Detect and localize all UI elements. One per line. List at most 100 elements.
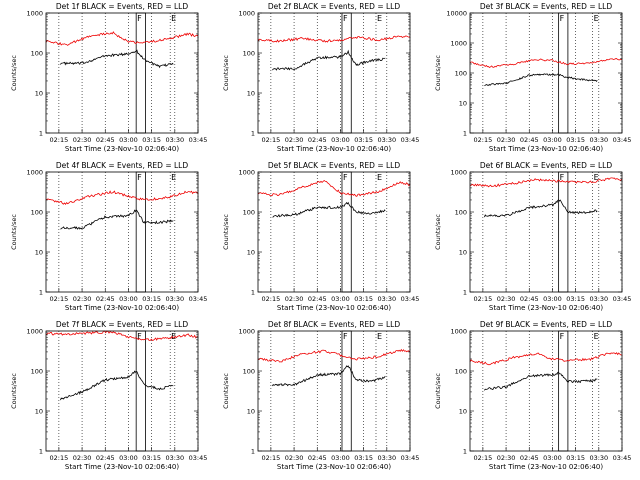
x-tick-label: 03:15 — [354, 454, 373, 462]
y-tick-label: 10000 — [446, 10, 467, 18]
x-tick-label: 03:00 — [331, 136, 350, 144]
y-tick-label: 10 — [35, 90, 43, 98]
x-tick-label: 03:45 — [401, 136, 420, 144]
x-tick-label: 03:00 — [543, 454, 562, 462]
x-tick-label: 03:45 — [189, 454, 208, 462]
x-tick-label: 03:15 — [142, 454, 161, 462]
x-tick-label: 02:45 — [520, 454, 539, 462]
y-tick-label: 10 — [459, 249, 467, 257]
y-tick-label: 1 — [39, 130, 43, 138]
y-tick-label: 10 — [247, 249, 255, 257]
events-series-line — [484, 199, 598, 218]
x-axis-label: Start Time (23-Nov-10 02:06:40) — [489, 463, 603, 471]
x-tick-label: 02:45 — [96, 136, 115, 144]
chart-title: Det 5f BLACK = Events, RED = LLD — [268, 161, 401, 170]
y-tick-label: 100 — [31, 50, 43, 58]
chart-panel: Det 2f BLACK = Events, RED = LLD F E 1 10 100… — [222, 2, 419, 153]
x-tick-label: 02:15 — [262, 295, 281, 303]
marker-label: F — [137, 14, 142, 23]
y-tick-label: 1 — [39, 289, 43, 297]
x-tick-label: 02:30 — [73, 136, 92, 144]
y-tick-label: 1000 — [238, 169, 255, 177]
y-tick-label: 1000 — [450, 328, 467, 336]
x-axis-label: Start Time (23-Nov-10 02:06:40) — [65, 463, 179, 471]
y-tick-label: 1000 — [238, 328, 255, 336]
chart-panel: Det 6f BLACK = Events, RED = LLD F E 1 10 100… — [434, 161, 631, 312]
x-tick-label: 03:30 — [589, 295, 608, 303]
lld-series-line — [469, 177, 623, 188]
x-tick-label: 02:30 — [497, 136, 516, 144]
flare-marker-box — [135, 171, 146, 293]
x-tick-label: 02:30 — [73, 454, 92, 462]
marker-label: F — [560, 173, 565, 182]
x-axis-label: Start Time (23-Nov-10 02:06:40) — [489, 304, 603, 312]
x-tick-label: 03:00 — [543, 295, 562, 303]
x-tick-label: 02:30 — [285, 295, 304, 303]
lld-series-line — [45, 31, 199, 46]
chart-panel: Det 9f BLACK = Events, RED = LLD F E 1 10 100… — [434, 320, 631, 471]
chart-panel: Det 8f BLACK = Events, RED = LLD F E 1 10 100… — [222, 320, 419, 471]
x-tick-label: 03:45 — [401, 295, 420, 303]
x-tick-label: 02:45 — [520, 295, 539, 303]
marker-label: F — [343, 173, 348, 182]
flare-marker-box — [341, 171, 352, 293]
y-axis-label: Counts/sec — [434, 55, 442, 91]
y-tick-label: 1 — [251, 448, 255, 456]
marker-label: E — [377, 173, 382, 182]
flare-marker-box — [135, 330, 146, 452]
marker-label: F — [137, 332, 142, 341]
y-tick-label: 1000 — [26, 10, 43, 18]
x-tick-label: 03:30 — [377, 136, 396, 144]
events-series-line — [60, 370, 174, 401]
x-tick-label: 03:00 — [119, 295, 138, 303]
y-tick-label: 100 — [455, 368, 467, 376]
events-series-line — [60, 209, 174, 230]
x-axis-label: Start Time (23-Nov-10 02:06:40) — [65, 304, 179, 312]
events-series-line — [484, 73, 598, 87]
chart-title: Det 3f BLACK = Events, RED = LLD — [480, 2, 613, 11]
x-tick-label: 03:00 — [119, 454, 138, 462]
x-tick-label: 03:45 — [401, 454, 420, 462]
x-axis-label: Start Time (23-Nov-10 02:06:40) — [277, 463, 391, 471]
events-series-line — [484, 371, 598, 391]
lld-series-line — [257, 179, 411, 197]
marker-label: F — [343, 332, 348, 341]
x-tick-label: 02:15 — [262, 454, 281, 462]
y-tick-label: 1 — [463, 289, 467, 297]
marker-label: E — [594, 332, 599, 341]
y-tick-label: 10 — [35, 408, 43, 416]
y-tick-label: 1000 — [450, 40, 467, 48]
flare-marker-box — [341, 330, 352, 452]
y-tick-label: 100 — [455, 209, 467, 217]
y-tick-label: 1000 — [450, 169, 467, 177]
y-axis-label: Counts/sec — [222, 373, 230, 409]
x-tick-label: 02:45 — [96, 454, 115, 462]
flare-marker-box — [558, 330, 569, 452]
x-axis-label: Start Time (23-Nov-10 02:06:40) — [65, 145, 179, 153]
lld-series-line — [45, 330, 199, 341]
y-tick-label: 100 — [31, 209, 43, 217]
x-tick-label: 02:45 — [308, 136, 327, 144]
x-tick-label: 02:30 — [285, 454, 304, 462]
plot-frame — [469, 12, 623, 134]
marker-label: F — [343, 14, 348, 23]
events-series-line — [272, 201, 386, 218]
x-tick-label: 02:45 — [308, 454, 327, 462]
x-tick-label: 03:45 — [613, 136, 632, 144]
y-tick-label: 10 — [35, 249, 43, 257]
lld-series-line — [45, 190, 199, 205]
y-axis-label: Counts/sec — [10, 373, 18, 409]
chart-panel: Det 4f BLACK = Events, RED = LLD F E 1 10 100… — [10, 161, 207, 312]
x-tick-label: 02:30 — [497, 295, 516, 303]
marker-label: E — [171, 173, 176, 182]
y-tick-label: 100 — [31, 368, 43, 376]
marker-label: E — [171, 14, 176, 23]
y-tick-label: 10 — [459, 100, 467, 108]
x-tick-label: 02:30 — [73, 295, 92, 303]
x-tick-label: 03:15 — [354, 295, 373, 303]
x-tick-label: 03:30 — [165, 136, 184, 144]
x-tick-label: 03:45 — [189, 295, 208, 303]
flare-marker-box — [341, 12, 352, 134]
x-tick-label: 03:45 — [613, 295, 632, 303]
x-tick-label: 02:15 — [50, 136, 69, 144]
